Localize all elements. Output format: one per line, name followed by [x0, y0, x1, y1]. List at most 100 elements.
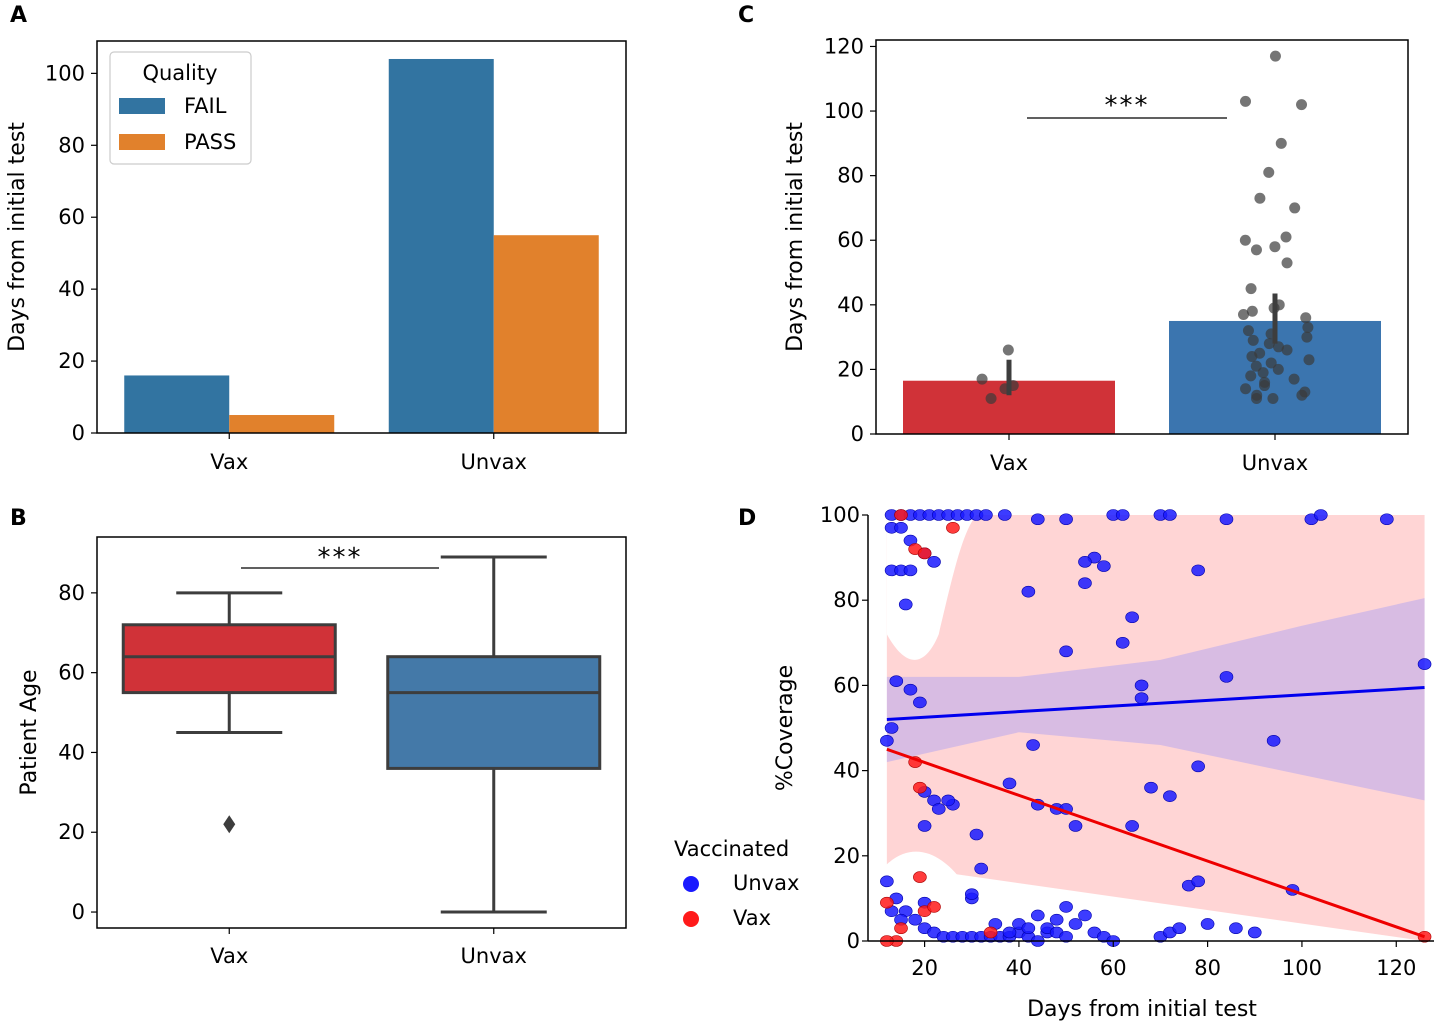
data-point-unvax [1021, 922, 1036, 935]
data-point-unvax [1219, 671, 1234, 683]
y-tick-label: 0 [847, 929, 860, 953]
data-point-unvax [1281, 344, 1293, 356]
data-point-unvax [884, 722, 899, 734]
data-point-unvax [1219, 513, 1234, 526]
y-tick-label: 60 [58, 661, 85, 685]
y-tick-label: 20 [58, 349, 85, 373]
data-point-unvax [1301, 331, 1313, 343]
data-point-unvax [1115, 636, 1130, 649]
y-tick-label: 80 [58, 581, 85, 605]
panel-d-chart: 0 20 40 60 80 100 20 40 60 80 100 120 %Coverage Days … [674, 503, 1434, 1022]
data-point-unvax [1002, 777, 1017, 790]
panel-a-chart: 0 20 40 60 80 100 Vax Unvax Days from initial te… [5, 40, 627, 474]
x-tick-label: 20 [911, 956, 938, 980]
data-point-vax [894, 922, 908, 935]
data-point-unvax [1257, 367, 1269, 379]
data-point-unvax [894, 521, 908, 534]
x-tick-label: 60 [1100, 956, 1127, 980]
data-point-unvax [1267, 392, 1279, 404]
data-point-unvax [1259, 380, 1271, 392]
data-point-unvax [1245, 283, 1257, 295]
data-point-unvax [1245, 370, 1257, 382]
data-point-unvax [880, 734, 894, 747]
y-tick-label: 40 [58, 277, 85, 301]
y-tick-label: 120 [824, 34, 864, 58]
data-point-unvax [1246, 305, 1258, 317]
legend-title: Quality [142, 61, 217, 85]
data-point-unvax [1172, 922, 1187, 935]
y-tick-label: 80 [58, 133, 85, 157]
data-point-unvax [1254, 192, 1266, 204]
data-point-unvax [1026, 739, 1040, 751]
data-point-unvax [898, 598, 913, 611]
data-point-unvax [1289, 202, 1301, 214]
data-point-vax [976, 373, 988, 385]
legend-label-fail: FAIL [184, 94, 227, 118]
data-point-unvax [1049, 913, 1064, 926]
significance-stars: *** [1105, 91, 1150, 121]
data-point-unvax [917, 820, 932, 832]
data-point-unvax [1191, 760, 1205, 773]
y-tick-label: 100 [824, 99, 864, 123]
data-point-unvax [913, 696, 927, 709]
data-point-unvax [1265, 357, 1277, 369]
data-point-unvax [1239, 95, 1251, 107]
data-point-unvax [1031, 513, 1045, 526]
data-point-unvax [1275, 137, 1287, 149]
data-point-unvax [1263, 338, 1275, 350]
y-tick-label: 20 [837, 357, 864, 381]
outlier-vax [223, 815, 236, 834]
panel-letter-d: D [738, 506, 756, 531]
x-tick-label: Unvax [461, 450, 527, 474]
data-point-unvax [931, 803, 946, 815]
y-tick-label: 100 [820, 503, 860, 527]
y-tick-label: 40 [58, 740, 85, 764]
data-point-unvax [1031, 909, 1045, 922]
panel-letter-c: C [738, 3, 754, 28]
x-tick-label: Vax [210, 944, 248, 968]
data-point-unvax [1250, 360, 1262, 372]
data-point-unvax [1280, 231, 1292, 243]
data-point-unvax [1247, 334, 1259, 346]
panel-c-chart: 0 20 40 60 80 100 120 Vax Unvax Days from initial… [783, 34, 1409, 475]
data-point-unvax [1296, 99, 1308, 111]
data-point-unvax [1002, 926, 1017, 939]
data-point-unvax [1163, 790, 1177, 802]
data-point-vax [927, 901, 941, 913]
data-point-unvax [1281, 257, 1293, 269]
data-point-unvax [1144, 781, 1158, 794]
x-tick-label: Vax [210, 450, 248, 474]
y-tick-label: 80 [837, 164, 864, 188]
data-point-vax [894, 509, 908, 521]
fit-line-unvax [886, 686, 1425, 721]
data-point-unvax [1078, 556, 1092, 568]
legend-marker-vax [683, 911, 699, 927]
y-tick-label: 0 [72, 900, 85, 924]
data-point-unvax [1269, 241, 1281, 253]
y-tick-label: 60 [837, 228, 864, 252]
data-point-unvax [1239, 234, 1251, 246]
data-point-unvax [908, 913, 922, 926]
data-point-vax [913, 781, 927, 794]
bar-pass-vax [229, 415, 335, 433]
data-point-unvax [1163, 509, 1177, 521]
data-point-unvax [1059, 645, 1073, 658]
data-point-unvax [1247, 926, 1262, 939]
bar-pass-unvax [493, 235, 599, 433]
y-tick-label: 60 [58, 205, 85, 229]
axes-frame [96, 536, 627, 929]
y-tick-label: 80 [833, 588, 860, 612]
data-point-unvax [1097, 560, 1111, 572]
data-point-unvax [1296, 389, 1308, 401]
data-point-vax [983, 926, 998, 939]
data-point-unvax [1191, 564, 1205, 577]
box-unvax [386, 655, 602, 770]
x-tick-label: Vax [990, 451, 1028, 475]
data-point-unvax [880, 875, 894, 888]
x-tick-label: 100 [1282, 956, 1322, 980]
ci-band-unvax [886, 598, 1425, 801]
data-point-unvax [1273, 341, 1285, 353]
y-axis-label: Patient Age [17, 669, 42, 795]
data-point-vax [880, 896, 894, 909]
y-tick-label: 20 [58, 820, 85, 844]
